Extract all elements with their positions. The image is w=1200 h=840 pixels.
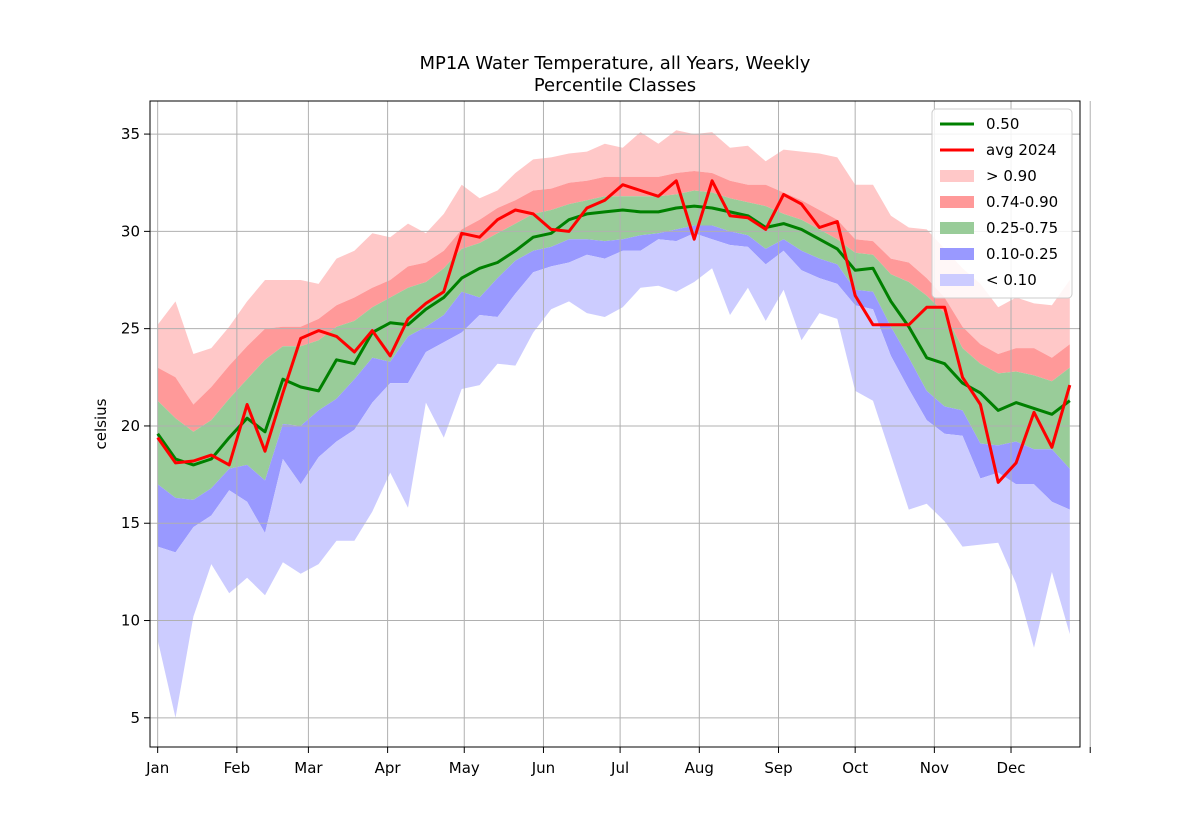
x-tick-label-7: Aug <box>685 759 714 777</box>
legend-label-3: 0.74-0.90 <box>986 193 1058 211</box>
y-axis-label: celsius <box>92 398 110 449</box>
y-tick-label-3: 20 <box>121 417 140 435</box>
series-lines <box>156 179 1072 484</box>
x-tick-label-1: Feb <box>224 759 251 777</box>
legend-swatch-5 <box>940 248 974 260</box>
x-tick-label-9: Oct <box>842 759 868 777</box>
legend-swatch-2 <box>940 170 974 182</box>
series-line-0 <box>156 204 1071 467</box>
legend-label-4: 0.25-0.75 <box>986 219 1058 237</box>
legend-label-5: 0.10-0.25 <box>986 245 1058 263</box>
band-2 <box>157 190 1070 500</box>
chart-title: MP1A Water Temperature, all Years, Weekl… <box>420 53 811 74</box>
y-tick-label-5: 30 <box>121 222 140 240</box>
y-tick-label-4: 25 <box>121 320 140 338</box>
plot-frame <box>149 100 1081 748</box>
x-tick-label-11: Dec <box>997 759 1026 777</box>
legend-swatch-6 <box>940 274 974 286</box>
x-tick-label-6: Jul <box>610 759 629 777</box>
x-tick-label-4: May <box>449 759 480 777</box>
legend-swatch-3 <box>940 196 974 208</box>
legend-label-1: avg 2024 <box>986 141 1057 159</box>
legend: 0.50 avg 2024 > 0.90 0.74-0.90 0.25-0.75 0.10… <box>931 108 1073 299</box>
y-tick-label-0: 5 <box>130 709 140 727</box>
legend-label-6: < 0.10 <box>986 271 1037 289</box>
band-0 <box>157 130 1070 405</box>
legend-swatch-4 <box>940 222 974 234</box>
band-4 <box>157 233 1070 718</box>
y-tick-label-6: 35 <box>121 125 140 143</box>
y-tick-label-2: 15 <box>121 514 140 532</box>
x-tick-label-0: Jan <box>145 759 169 777</box>
legend-label-2: > 0.90 <box>986 167 1037 185</box>
x-tick-label-2: Mar <box>294 759 323 777</box>
y-tick-label-1: 10 <box>121 612 140 630</box>
x-tick-label-8: Sep <box>764 759 792 777</box>
x-tick-label-3: Apr <box>375 759 402 777</box>
chart-subtitle: Percentile Classes <box>534 75 696 96</box>
legend-label-0: 0.50 <box>986 115 1019 133</box>
axis-ticks: Jan Feb Mar Apr May Jun Jul Aug Sep Oct Nov Dec 5 10 1… <box>121 125 1091 777</box>
x-tick-label-10: Nov <box>920 759 949 777</box>
series-line-1 <box>156 179 1072 484</box>
x-tick-label-5: Jun <box>531 759 555 777</box>
